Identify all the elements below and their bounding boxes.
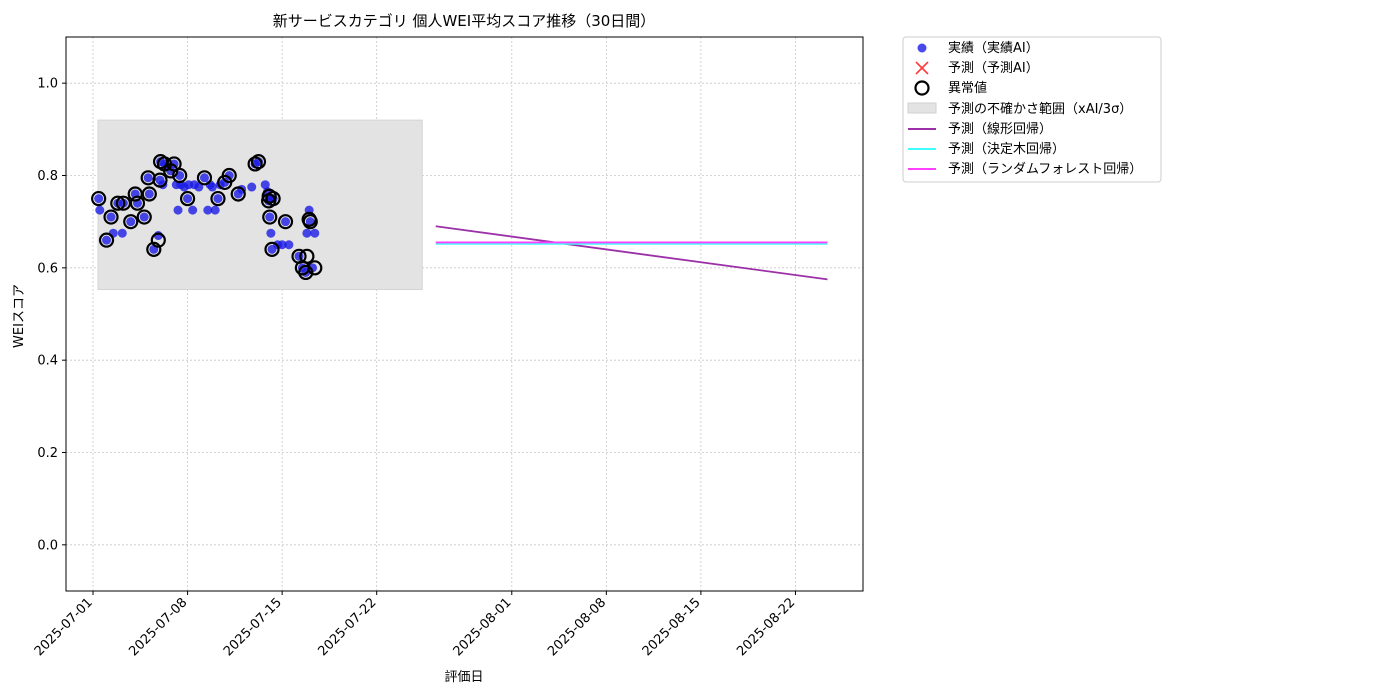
y-tick-label: 0.6 <box>37 261 58 276</box>
legend: 実績（実績AI） 予測（予測AI） 異常値 予測の不確かさ範囲（xAI/3σ） … <box>902 36 1162 183</box>
y-tick-label: 0.0 <box>37 538 58 553</box>
actual-point <box>266 228 276 238</box>
anomaly-marker <box>265 190 281 207</box>
y-tick-label: 1.0 <box>37 77 58 92</box>
anomaly-marker <box>103 209 119 225</box>
anomaly-marker <box>123 214 139 230</box>
actual-point <box>139 212 149 222</box>
actual-point <box>224 171 234 180</box>
anomaly-marker <box>298 264 314 281</box>
legend-actual-label: 実績（実績AI） <box>948 40 1039 56</box>
anomaly-marker <box>152 172 168 188</box>
uncertainty-band <box>97 119 423 291</box>
anomaly-marker <box>179 190 196 207</box>
legend-actual-marker <box>917 43 927 53</box>
actual-point <box>308 263 318 273</box>
actual-point <box>310 228 320 238</box>
legend-anomaly-label: 異常値 <box>948 80 987 96</box>
anomaly-marker <box>141 186 157 202</box>
anomaly-marker <box>262 209 278 225</box>
plot-frame <box>65 36 864 592</box>
legend-band-swatch <box>907 102 937 114</box>
actual-point <box>126 217 136 227</box>
prediction-lines <box>435 225 828 281</box>
legend-box <box>902 36 1162 183</box>
actual-point <box>183 194 193 204</box>
actual-point <box>281 217 291 227</box>
legend-forest-label: 予測（ランダムフォレスト回帰） <box>948 161 1142 177</box>
actual-point <box>302 228 312 238</box>
y-tick-label: 0.2 <box>37 446 58 461</box>
actual-point <box>144 189 154 199</box>
anomaly-marker <box>264 241 280 257</box>
actual-point <box>102 235 112 245</box>
legend-anomaly-marker <box>914 80 930 96</box>
anomaly-marker <box>307 260 323 276</box>
anomaly-marker <box>129 195 146 211</box>
legend-band-label: 予測の不確かさ範囲（xAI/3σ） <box>948 101 1132 117</box>
actual-point <box>188 205 198 215</box>
actual-point <box>94 194 104 204</box>
anomaly-marker <box>110 195 126 211</box>
actual-point <box>210 205 220 215</box>
anomaly-marker <box>91 190 107 207</box>
legend-linear-label: 予測（線形回帰） <box>948 121 1052 137</box>
actual-point <box>207 182 217 192</box>
actual-point <box>106 212 116 222</box>
anomaly-marker <box>98 232 115 248</box>
actual-point <box>143 173 153 183</box>
prediction-line-linear <box>435 225 828 281</box>
anomaly-marker <box>210 190 226 207</box>
y-tick-label: 0.4 <box>37 354 58 369</box>
actual-point <box>117 228 127 238</box>
actual-point <box>108 228 118 238</box>
anomaly-marker <box>302 214 318 230</box>
actual-point <box>213 194 223 204</box>
chart-title: 新サービスカテゴリ 個人WEI平均スコア推移（30日間） <box>273 12 656 30</box>
anomaly-markers <box>91 154 323 281</box>
actual-point <box>220 177 230 187</box>
anomaly-marker <box>172 167 188 184</box>
actual-point <box>265 212 275 222</box>
actual-point <box>247 182 257 192</box>
legend-predicted-marker <box>915 61 929 75</box>
y-tick-label: 0.8 <box>37 169 58 184</box>
anomaly-marker <box>146 241 162 257</box>
anomaly-marker <box>136 209 152 225</box>
actual-point <box>199 173 209 183</box>
anomaly-marker <box>150 232 166 248</box>
actual-point <box>203 205 213 215</box>
actual-point <box>284 240 294 250</box>
anomaly-marker <box>230 186 246 202</box>
actual-point <box>173 205 183 215</box>
anomaly-marker <box>250 154 267 170</box>
actual-point <box>260 180 270 190</box>
anomaly-marker <box>196 170 213 186</box>
legend-predicted-label: 予測（予測AI） <box>948 61 1039 76</box>
actual-point <box>194 182 204 192</box>
anomaly-marker <box>277 214 294 230</box>
legend-tree-label: 予測（決定木回帰） <box>948 141 1065 157</box>
y-axis-label: WEIスコア <box>12 284 27 348</box>
actual-point <box>277 240 287 250</box>
y-axis-ticks: 0.0 0.2 0.4 0.6 0.8 1.0 <box>37 77 66 553</box>
anomaly-marker <box>221 167 237 184</box>
x-axis-label: 評価日 <box>444 670 483 685</box>
actual-point <box>95 205 105 215</box>
anomaly-marker <box>299 248 315 264</box>
anomaly-marker <box>247 156 263 172</box>
